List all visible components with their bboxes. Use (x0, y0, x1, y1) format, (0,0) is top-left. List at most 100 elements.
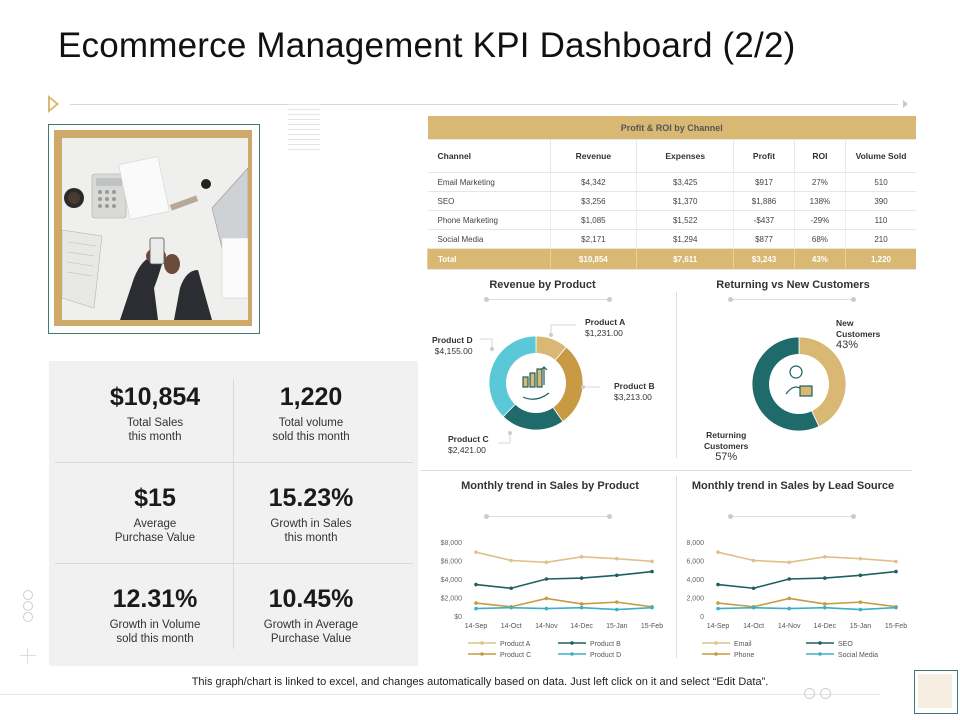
data-point[interactable] (474, 601, 478, 605)
y-tick-label: $6,000 (441, 559, 463, 566)
sales-by-lead-source-chart[interactable]: 0 2,000 4,000 6,000 8,000 14-Sep 14-Oct 14-Nov 1… (678, 530, 914, 662)
x-tick-label: 14-Oct (743, 623, 764, 630)
data-point[interactable] (751, 558, 756, 563)
col-header: Revenue (549, 139, 637, 173)
data-point[interactable] (474, 606, 478, 611)
series-line-1[interactable] (475, 570, 653, 590)
profit-roi-table[interactable]: Profit & ROI by Channel Channel Revenue … (427, 116, 916, 270)
y-tick-label: 6,000 (686, 559, 704, 566)
title-underline (486, 516, 612, 517)
data-point[interactable] (716, 606, 720, 611)
legend-value: 57% (715, 451, 738, 463)
y-tick-label: 8,000 (686, 540, 704, 547)
product-d-label: Product D $4,155.00 (432, 335, 473, 357)
series-line-0[interactable] (475, 551, 653, 564)
table-row: SEO $3,256 $1,370 $1,886 138% 390 (427, 191, 916, 211)
data-point[interactable] (858, 573, 863, 578)
legend-label: Product D (590, 652, 621, 659)
data-point[interactable] (615, 556, 619, 561)
series-line-3[interactable] (717, 606, 897, 611)
data-point[interactable] (823, 555, 827, 559)
data-point[interactable] (544, 596, 549, 601)
data-point[interactable] (894, 569, 898, 574)
kpi-label: Growth in Average Purchase Value (263, 619, 359, 645)
data-point[interactable] (474, 582, 478, 587)
kpi-label: Total Sales this month (126, 417, 184, 443)
product-b-label: Product B $3,213.00 (614, 381, 655, 403)
table-cell: $4,342 (549, 172, 637, 192)
data-point[interactable] (650, 569, 654, 574)
data-point[interactable] (509, 558, 513, 563)
legend-marker (570, 641, 574, 645)
table-cell: 210 (845, 229, 916, 249)
kpi-divider-vertical (233, 379, 234, 649)
data-point[interactable] (615, 607, 619, 612)
legend-label: Social Media (838, 652, 878, 659)
sales-by-product-title: Monthly trend in Sales by Product (461, 480, 639, 492)
data-point[interactable] (615, 600, 619, 604)
kpi-label: Total volume sold this month (272, 417, 350, 443)
data-point[interactable] (858, 556, 863, 561)
table-cell: -29% (793, 210, 846, 230)
series-line-0[interactable] (717, 551, 897, 564)
data-point[interactable] (751, 586, 756, 591)
data-point[interactable] (787, 577, 791, 581)
data-point[interactable] (787, 596, 791, 601)
data-point[interactable] (894, 559, 898, 564)
data-point[interactable] (544, 606, 549, 611)
series-line-1[interactable] (717, 570, 897, 590)
kpi-growth-sales: 15.23% Growth in Sales this month (231, 484, 391, 545)
y-tick-label: 0 (700, 614, 704, 621)
data-point[interactable] (650, 605, 654, 610)
business-desk-photo (62, 138, 248, 320)
panel-divider (676, 292, 677, 458)
data-point[interactable] (716, 582, 720, 587)
data-point[interactable] (823, 605, 827, 610)
table-cell: 43% (793, 248, 846, 270)
legend-name: Product C (448, 434, 489, 444)
legend-label: Product A (500, 641, 531, 648)
data-point[interactable] (579, 555, 584, 559)
series-line-3[interactable] (475, 606, 653, 611)
data-point[interactable] (579, 605, 584, 610)
data-point[interactable] (858, 600, 863, 604)
data-point[interactable] (509, 586, 513, 591)
data-point[interactable] (509, 605, 513, 610)
series-line-2[interactable] (717, 597, 897, 608)
data-point[interactable] (787, 606, 791, 611)
series-line-2[interactable] (475, 597, 653, 608)
data-point[interactable] (579, 602, 584, 606)
data-point[interactable] (716, 550, 720, 554)
arrow-right-icon (903, 100, 908, 108)
y-tick-label: $0 (454, 614, 462, 621)
data-point[interactable] (544, 577, 549, 581)
returning-vs-new-donut[interactable] (740, 330, 860, 440)
sales-by-product-chart[interactable]: $0 $2,000 $4,000 $6,000 $8,000 14-Sep 14-Oct 14… (420, 530, 670, 662)
data-point[interactable] (544, 560, 549, 565)
data-point[interactable] (894, 605, 898, 610)
table-cell: $7,611 (636, 248, 734, 270)
data-point[interactable] (650, 559, 654, 564)
legend-value: $3,213.00 (614, 392, 652, 402)
legend-marker (480, 641, 484, 645)
data-point[interactable] (823, 576, 827, 580)
kpi-label: Growth in Sales this month (270, 518, 352, 544)
data-point[interactable] (823, 602, 827, 606)
data-point[interactable] (751, 605, 756, 610)
data-point[interactable] (716, 601, 720, 605)
data-point[interactable] (474, 550, 478, 554)
data-point[interactable] (579, 576, 584, 580)
table-cell: $3,243 (733, 248, 795, 270)
data-point[interactable] (615, 573, 619, 578)
x-tick-label: 15-Jan (606, 623, 628, 630)
legend-marker (714, 641, 718, 645)
footer-divider (0, 694, 880, 695)
donut-hole (769, 354, 829, 414)
revenue-by-product-donut[interactable] (420, 305, 670, 465)
data-point[interactable] (858, 607, 863, 612)
table-total-row: Total $10,854 $7,611 $3,243 43% 1,220 (427, 248, 916, 270)
table-cell: 1,220 (845, 248, 916, 270)
data-point[interactable] (787, 560, 791, 565)
table-cell: $10,854 (549, 248, 637, 270)
corner-frame-fill (918, 674, 952, 708)
